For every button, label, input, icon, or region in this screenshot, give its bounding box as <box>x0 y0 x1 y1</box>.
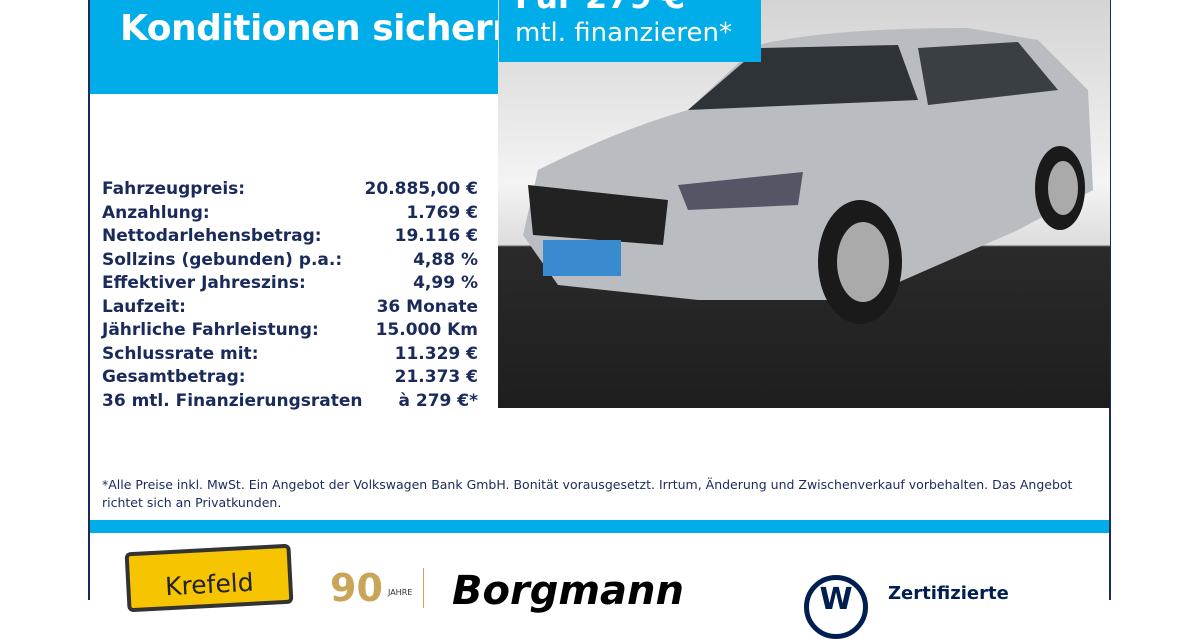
spec-label: 36 mtl. Finanzierungsraten <box>102 390 363 411</box>
spec-label: Fahrzeugpreis: <box>102 179 246 199</box>
car-image <box>498 0 1110 408</box>
financing-specs: Fahrzeugpreis: 20.885,00 € Anzahlung: 1.769… <box>102 178 478 413</box>
headline: Konditionen sichern <box>120 8 518 49</box>
spec-row: Fahrzeugpreis: 20.885,00 € <box>102 178 478 202</box>
promo-price: Für 279 € <box>515 0 685 16</box>
spec-row: Gesamtbetrag: 21.373 € <box>102 366 478 390</box>
spec-label: Jährliche Fahrleistung: <box>102 320 319 340</box>
disclaimer: *Alle Preise inkl. MwSt. Ein Angebot der… <box>102 477 1073 510</box>
spec-value: 4,99 % <box>413 273 478 293</box>
spec-row: Sollzins (gebunden) p.a.: 4,88 % <box>102 249 478 273</box>
spec-row: 36 mtl. Finanzierungsraten à 279 €* <box>102 390 478 414</box>
spec-value: 36 Monate <box>376 296 478 317</box>
spec-value: 19.116 € <box>394 226 478 246</box>
blue-stripe <box>90 520 1109 533</box>
spec-label: Gesamtbetrag: <box>102 367 246 387</box>
vw-logo-icon: W <box>804 575 868 639</box>
spec-value: 15.000 Km <box>375 320 478 340</box>
spec-row: Laufzeit: 36 Monate <box>102 296 478 320</box>
spec-label: Nettodarlehensbetrag: <box>102 226 322 246</box>
spec-value: 4,88 % <box>413 249 478 270</box>
spec-row: Nettodarlehensbetrag: 19.116 € <box>102 225 478 249</box>
spec-label: Anzahlung: <box>102 202 210 223</box>
spec-value: 1.769 € <box>406 202 478 223</box>
spec-row: Jährliche Fahrleistung: 15.000 Km <box>102 319 478 343</box>
krefeld-sign-logo: Krefeld <box>124 543 294 613</box>
spec-value: 21.373 € <box>394 367 478 387</box>
spec-row: Effektiver Jahreszins: 4,99 % <box>102 272 478 296</box>
anniversary-logo: 90 JAHRE <box>330 566 413 610</box>
spec-label: Sollzins (gebunden) p.a.: <box>102 249 343 270</box>
spec-value: 20.885,00 € <box>364 179 478 199</box>
spec-label: Effektiver Jahreszins: <box>102 273 306 293</box>
spec-row: Anzahlung: 1.769 € <box>102 202 478 226</box>
ad-frame: Konditionen sichern Für 279 € mtl. finan… <box>88 0 1111 639</box>
certified-label: Zertifizierte <box>888 583 1009 604</box>
promo-text: mtl. finanzieren* <box>515 18 733 48</box>
city-name: Krefeld <box>164 567 255 602</box>
spec-value: 11.329 € <box>394 343 478 364</box>
divider <box>423 568 424 608</box>
dealer-logo: Borgmann <box>452 568 684 614</box>
spec-row: Schlussrate mit: 11.329 € <box>102 343 478 367</box>
spec-label: Schlussrate mit: <box>102 343 259 364</box>
spec-value: à 279 €* <box>398 390 478 411</box>
promo-box: Für 279 € mtl. finanzieren* <box>499 0 761 62</box>
spec-label: Laufzeit: <box>102 296 186 317</box>
